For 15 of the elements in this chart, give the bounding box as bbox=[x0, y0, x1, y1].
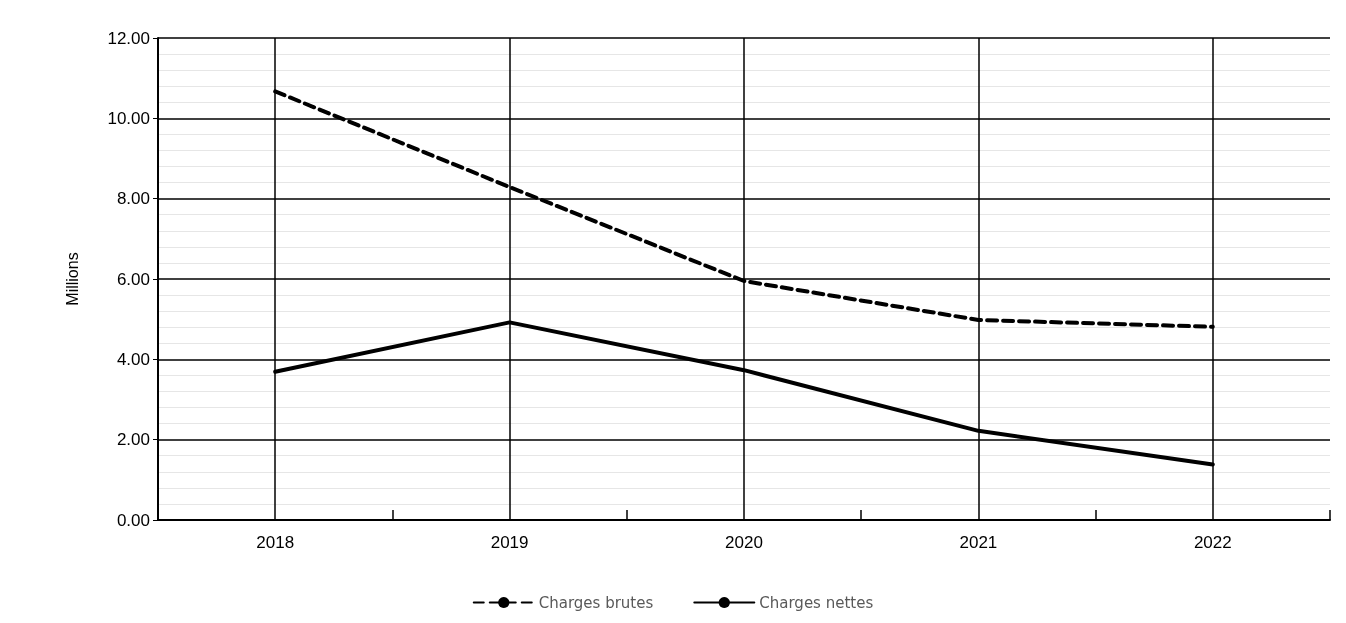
y-tick-label: 0.00 bbox=[116, 510, 150, 530]
x-tick-label: 2018 bbox=[256, 533, 295, 552]
y-tick-label: 12.00 bbox=[107, 28, 150, 48]
y-axis-title: Millions bbox=[63, 252, 81, 306]
x-tick-label: 2022 bbox=[1193, 533, 1232, 552]
y-tick-label: 4.00 bbox=[116, 349, 150, 369]
legend-label: Charges nettes bbox=[759, 593, 874, 612]
x-tick-label: 2019 bbox=[490, 533, 529, 552]
x-tick-label: 2021 bbox=[959, 533, 998, 552]
legend-label: Charges brutes bbox=[538, 593, 654, 612]
x-tick-label: 2020 bbox=[725, 533, 763, 552]
y-tick-label: 6.00 bbox=[116, 269, 150, 289]
y-tick-label: 10.00 bbox=[107, 108, 150, 128]
y-tick-label: 8.00 bbox=[116, 189, 150, 209]
y-tick-label: 2.00 bbox=[116, 430, 150, 450]
